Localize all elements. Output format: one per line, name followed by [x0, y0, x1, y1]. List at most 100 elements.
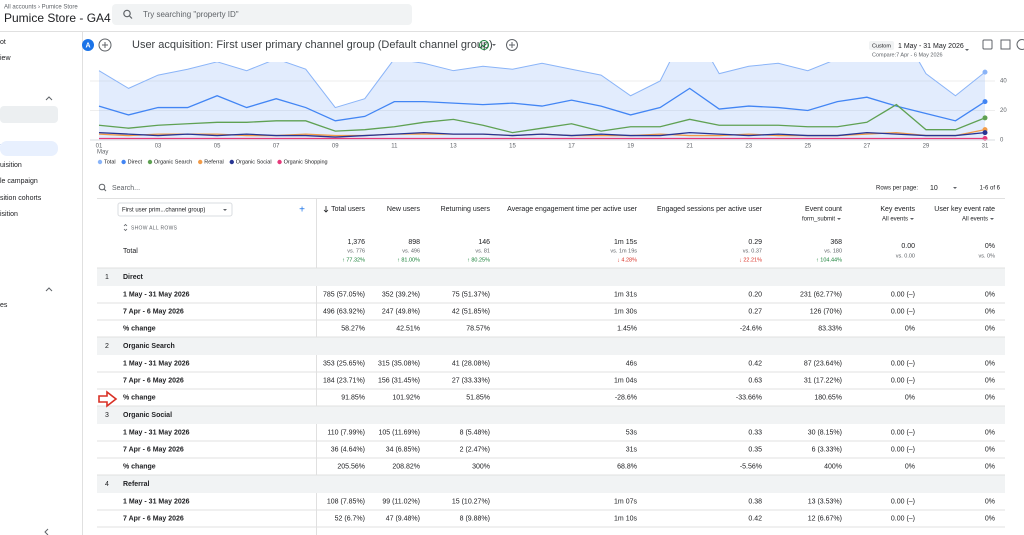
group-name[interactable]: Referral: [123, 481, 150, 488]
x-tick-label: 27: [864, 144, 871, 150]
dimension-label: First user prim...channel group): [122, 208, 205, 214]
add-dimension[interactable]: +: [299, 205, 305, 216]
status-icon[interactable]: [479, 40, 489, 50]
nav-item[interactable]: iew: [0, 55, 11, 62]
pagination: 1-6 of 6: [980, 186, 1001, 192]
collapse-icon[interactable]: [45, 287, 53, 292]
column-header[interactable]: New users: [387, 206, 421, 213]
nav-item[interactable]: uisition: [0, 162, 22, 169]
dimension-selector[interactable]: [117, 202, 233, 217]
column-subheader[interactable]: All events: [962, 217, 988, 223]
share-icon[interactable]: [1016, 39, 1024, 50]
cell: 0%: [985, 377, 995, 384]
column-header[interactable]: Engaged sessions per active user: [657, 206, 763, 213]
nav-item[interactable]: ot: [0, 39, 6, 46]
cell: 184 (23.71%): [323, 377, 365, 384]
column-subheader[interactable]: form_submit: [802, 217, 835, 223]
column-header[interactable]: User key event rate: [934, 206, 995, 213]
nav-item[interactable]: isition: [0, 211, 18, 218]
rows-per-page-label: Rows per page:: [876, 186, 918, 192]
row-label: 7 Apr - 6 May 2026: [123, 308, 184, 315]
cell: -24.6%: [740, 325, 762, 332]
search-placeholder: Try searching "property ID": [143, 10, 239, 19]
column-header[interactable]: Key events: [880, 206, 915, 213]
cell: 53s: [626, 429, 638, 436]
date-range[interactable]: 1 May - 31 May 2026: [898, 43, 964, 50]
show-all-rows[interactable]: SHOW ALL ROWS: [131, 225, 178, 231]
cell: -28.6%: [615, 394, 637, 401]
collapse-nav[interactable]: [44, 528, 49, 535]
total-change: ↑ 104.44%: [816, 257, 842, 263]
cell: 0.63: [748, 377, 762, 384]
cell: 180.65%: [814, 394, 842, 401]
cell: 0.00 (–): [891, 515, 915, 522]
property-selector[interactable]: Pumice Store - GA4: [4, 11, 111, 25]
rows-per-page[interactable]: 10: [930, 185, 938, 192]
cell: 58.27%: [341, 325, 365, 332]
nav-item[interactable]: le campaign: [0, 178, 38, 185]
cell: 208.82%: [392, 463, 420, 470]
total-value: 0.29: [748, 239, 762, 246]
cell: 0.00 (–): [891, 446, 915, 453]
total-value: 146: [478, 239, 490, 246]
caret[interactable]: [965, 49, 969, 51]
search-icon: [123, 9, 131, 18]
total-value: 0%: [985, 243, 995, 250]
add-button[interactable]: [506, 39, 518, 51]
group-rank: 4: [105, 481, 109, 488]
customize-icon[interactable]: [1000, 39, 1011, 50]
line: [98, 131, 986, 138]
total-change: ↓ 22.21%: [739, 257, 762, 263]
avatar[interactable]: [82, 39, 94, 51]
legend-marker: [277, 159, 282, 165]
cell: 0.20: [748, 291, 762, 298]
cell: 0.27: [748, 308, 762, 315]
group-name[interactable]: Organic Search: [123, 343, 175, 350]
cell: 0%: [905, 394, 915, 401]
end-point: [982, 130, 988, 136]
plot: [98, 62, 986, 140]
table-search[interactable]: Search...: [112, 185, 140, 192]
cell: 300%: [472, 463, 490, 470]
breadcrumb[interactable]: All accounts › Pumice Store: [4, 5, 78, 11]
sort-icon[interactable]: [323, 206, 329, 213]
cell: 352 (39.2%): [382, 291, 420, 298]
cell: 1.45%: [617, 325, 637, 332]
collapse-icon[interactable]: [45, 96, 53, 101]
column-header[interactable]: Average engagement time per active user: [507, 206, 638, 213]
cell: 8 (9.88%): [460, 515, 490, 522]
group-name[interactable]: Direct: [123, 274, 144, 281]
nav-item[interactable]: sition cohorts: [0, 195, 42, 202]
cell: 1m 30s: [614, 308, 637, 315]
cell: 0.35: [748, 446, 762, 453]
total-compare: vs. 0%: [978, 253, 995, 259]
add-comparison[interactable]: [98, 38, 112, 52]
cell: 0%: [985, 325, 995, 332]
caret: [223, 209, 227, 211]
chart: 020406001030507091113151719212325272931M…: [90, 49, 1007, 156]
search-box[interactable]: [112, 4, 412, 25]
total-compare: vs. 0.37: [743, 248, 762, 254]
column-header[interactable]: Returning users: [441, 206, 491, 213]
column-subheader[interactable]: All events: [882, 217, 908, 223]
column-header[interactable]: Total users: [331, 206, 365, 213]
group-rank: 3: [105, 412, 109, 419]
cell: 31s: [626, 446, 638, 453]
caret[interactable]: [953, 187, 957, 189]
cell: 51.85%: [466, 394, 490, 401]
cell: 496 (63.92%): [323, 308, 365, 315]
nav-selected-box[interactable]: [0, 106, 58, 123]
caret[interactable]: [492, 44, 496, 46]
group-name[interactable]: Organic Social: [123, 412, 172, 419]
cell: 0%: [985, 498, 995, 505]
caret: [990, 218, 994, 220]
edit-icon[interactable]: [982, 39, 993, 50]
nav-item[interactable]: es: [0, 302, 8, 309]
cell: 108 (7.85%): [327, 498, 365, 505]
table-search-icon: [103, 188, 107, 192]
x-tick-label: 31: [982, 144, 989, 150]
y-tick-label: 20: [1000, 108, 1007, 114]
column-header[interactable]: Event count: [805, 206, 842, 213]
